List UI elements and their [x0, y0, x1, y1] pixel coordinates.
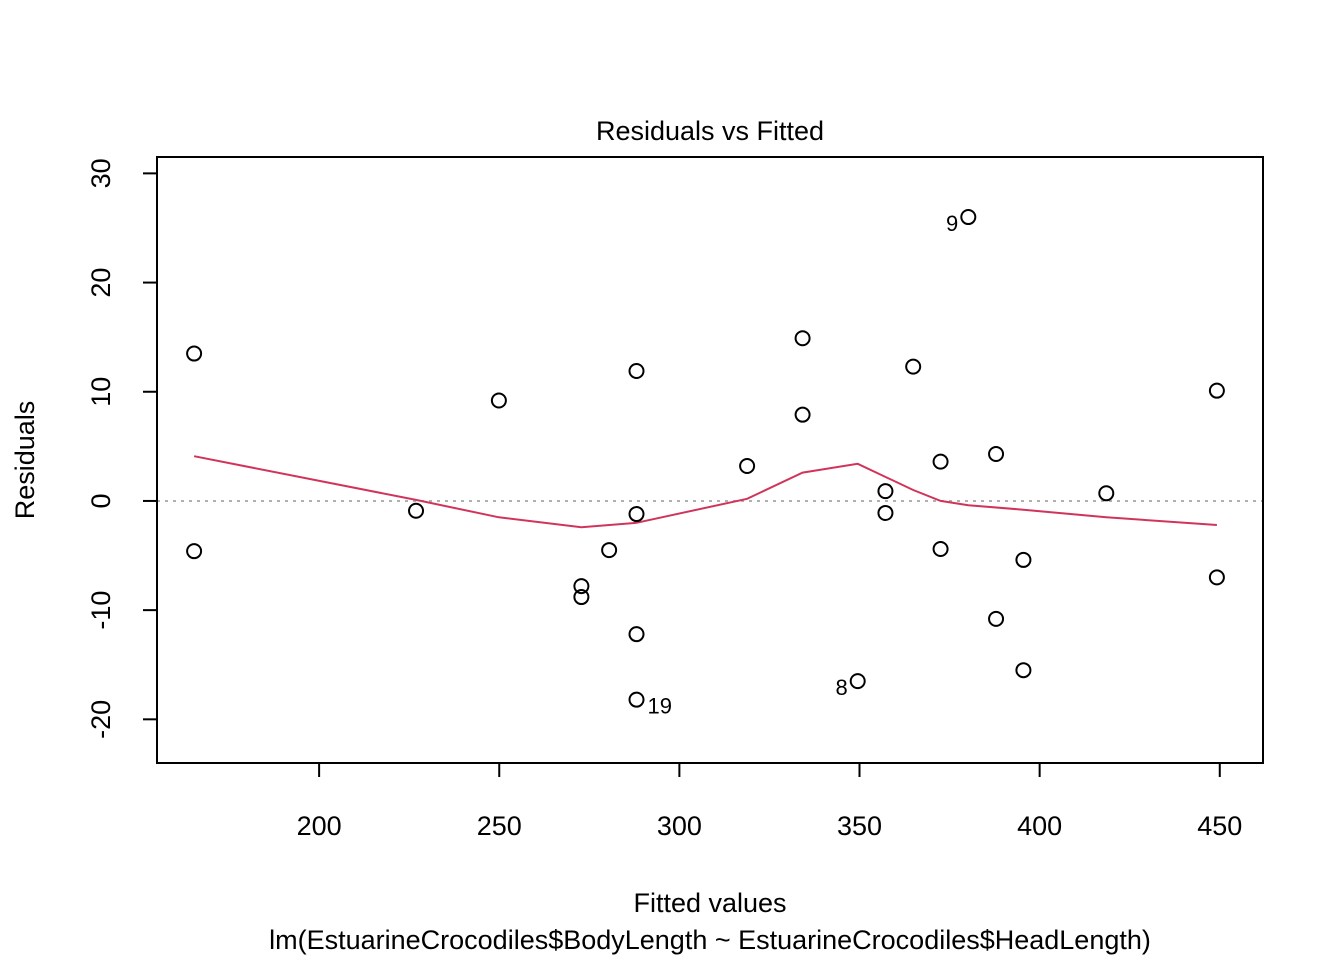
x-tick-label: 300 [657, 811, 702, 841]
model-formula-subtitle: lm(EstuarineCrocodiles$BodyLength ~ Estu… [269, 925, 1151, 955]
data-point [932, 540, 949, 557]
data-point [1015, 662, 1032, 679]
data-point [628, 626, 645, 643]
data-point [849, 673, 866, 690]
data-point [988, 445, 1005, 462]
y-tick-label: -10 [86, 591, 116, 630]
data-point [1098, 485, 1115, 502]
data-point [573, 578, 590, 595]
data-point [573, 589, 590, 606]
point-label-19: 19 [648, 694, 672, 719]
data-point [186, 345, 203, 362]
x-axis-label: Fitted values [633, 888, 786, 918]
data-point [1208, 569, 1225, 586]
data-point [794, 330, 811, 347]
data-point [794, 406, 811, 423]
data-point [932, 453, 949, 470]
point-label-8: 8 [835, 675, 847, 700]
data-point [877, 504, 894, 521]
y-tick-label: 0 [86, 493, 116, 508]
y-tick-label: 20 [86, 268, 116, 298]
data-point [628, 691, 645, 708]
data-point [739, 458, 756, 475]
y-axis-label: Residuals [10, 401, 40, 520]
data-point [186, 543, 203, 560]
smooth-trend-line [193, 455, 1217, 529]
x-tick-label: 450 [1197, 811, 1242, 841]
x-tick-label: 200 [297, 811, 342, 841]
data-point [490, 392, 507, 409]
plot-area: 19 8 9 200 250 300 350 400 450 -20 -10 0 10 20 30 [86, 156, 1264, 841]
data-point [408, 502, 425, 519]
x-tick-label: 350 [837, 811, 882, 841]
data-point [960, 209, 977, 226]
y-tick-label: 10 [86, 377, 116, 407]
data-point [601, 542, 618, 559]
data-point [988, 610, 1005, 627]
data-point [905, 358, 922, 375]
chart-title: Residuals vs Fitted [596, 116, 824, 146]
y-tick-label: 30 [86, 158, 116, 188]
x-tick-label: 400 [1017, 811, 1062, 841]
point-label-9: 9 [946, 211, 958, 236]
y-tick-label: -20 [86, 700, 116, 739]
data-point [628, 363, 645, 380]
data-point [877, 483, 894, 500]
x-tick-label: 250 [477, 811, 522, 841]
data-point [628, 506, 645, 523]
data-point [1015, 551, 1032, 568]
data-point [1208, 382, 1225, 399]
